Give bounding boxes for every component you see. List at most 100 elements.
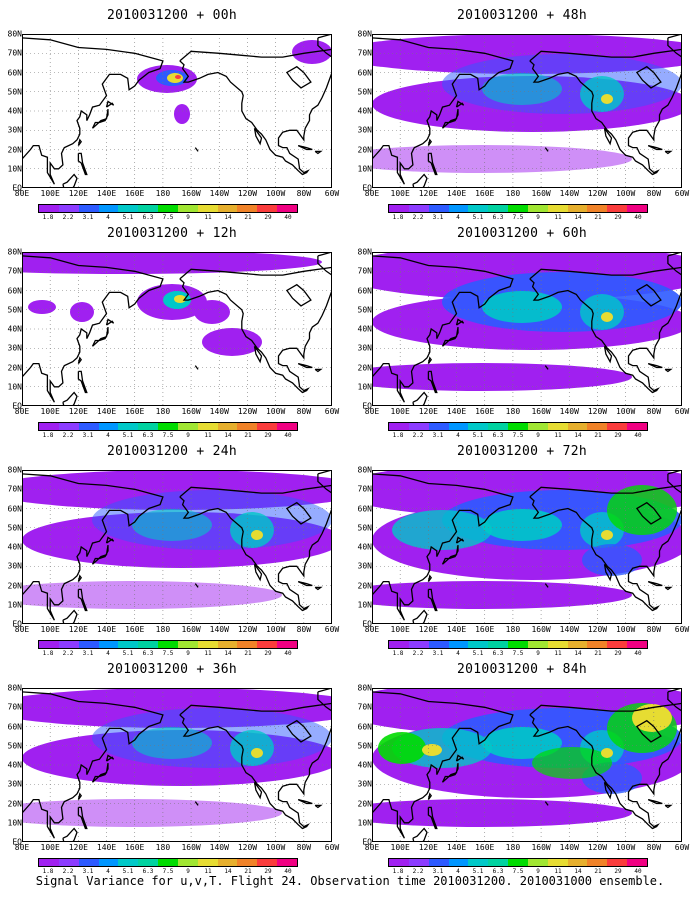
longitude-label: 120E — [68, 843, 88, 852]
colorbar-label: 6.3 — [142, 214, 154, 221]
longitude-label: 100E — [390, 189, 410, 198]
colorbar-swatch — [98, 423, 119, 430]
colorbar-labels: 1.8 2.2 3.1 4 5.1 6.3 7.5 9 11 14 21 29 40 — [388, 650, 648, 659]
colorbar-swatch — [389, 859, 409, 866]
colorbar-swatch — [237, 205, 258, 212]
colorbar-label: 11 — [204, 868, 212, 875]
coastline — [371, 255, 514, 403]
variance-fill — [332, 244, 700, 391]
variance-fill — [0, 250, 322, 356]
latitude-label: 10N — [7, 818, 22, 828]
latitude-label: 50N — [357, 741, 372, 751]
longitude-label: 180 — [505, 407, 521, 416]
colorbar-labels: 1.8 2.2 3.1 4 5.1 6.3 7.5 9 11 14 21 29 40 — [388, 432, 648, 441]
coastline — [285, 719, 312, 743]
latitude-label: 30N — [7, 561, 22, 571]
map-panel: 2010031200 + 00h 80N 70N 60N 50N 40N 30N 20N 10N… — [2, 8, 342, 223]
coastline — [194, 583, 199, 588]
latitude-label: EQ — [12, 837, 22, 847]
variance-contour — [230, 730, 274, 766]
colorbar-swatch — [468, 423, 489, 430]
coastline — [91, 544, 109, 565]
variance-contour — [532, 747, 612, 779]
coastline — [371, 37, 514, 185]
colorbar-label: 40 — [634, 432, 642, 439]
colorbar-label: 21 — [244, 868, 252, 875]
map-panel: 2010031200 + 48h 80N 70N 60N 50N 40N 30N 20N 10N… — [332, 8, 700, 223]
colorbar-label: 3.1 — [432, 650, 444, 657]
longitude-label: 140E — [446, 843, 467, 852]
colorbar-swatch — [197, 205, 218, 212]
colorbar-swatch — [567, 859, 588, 866]
longitude-label: 160E — [125, 625, 145, 634]
colorbar-swatch — [98, 641, 119, 648]
colorbar-label: 3.1 — [432, 432, 444, 439]
longitude-label: 80W — [296, 625, 312, 634]
longitude-label: 180 — [155, 843, 171, 852]
coastline — [635, 719, 662, 743]
longitude-label: 100W — [265, 189, 286, 198]
longitude-label: 140W — [209, 625, 229, 634]
latitude-label: 40N — [7, 760, 22, 770]
colorbar-swatch — [118, 423, 139, 430]
longitude-label: 120W — [587, 407, 608, 416]
colorbar-label: 6.3 — [142, 432, 154, 439]
map-panel: 2010031200 + 84h 80N 70N 60N 50N 40N 30N 20N 10N… — [332, 662, 700, 877]
coastline — [194, 801, 199, 806]
map-panel: 2010031200 + 36h 80N 70N 60N 50N 40N 30N 20N 10N… — [0, 662, 367, 877]
latitude-label: 30N — [357, 125, 372, 135]
latitude-label: 50N — [7, 305, 22, 315]
latitude-label: 70N — [357, 484, 372, 494]
variance-map — [332, 680, 700, 845]
colorbar-label: 14 — [574, 432, 582, 439]
variance-contour — [332, 363, 632, 391]
coastline — [603, 563, 613, 582]
colorbar-label: 21 — [594, 432, 602, 439]
panel-title: 2010031200 + 00h — [106, 8, 238, 23]
colorbar-label: 4 — [456, 868, 460, 875]
colorbar — [388, 422, 648, 431]
colorbar-swatch — [508, 205, 528, 212]
colorbar-swatch — [217, 423, 238, 430]
colorbar-swatch — [257, 641, 278, 648]
longitude-label: 120E — [418, 189, 438, 198]
coastline — [194, 365, 199, 370]
colorbar-label: 2.2 — [62, 214, 74, 221]
colorbar-swatch — [389, 423, 409, 430]
colorbar-swatch — [428, 423, 449, 430]
colorbar-swatch — [138, 205, 159, 212]
latitude-label: 40N — [357, 106, 372, 116]
latitude-label: EQ — [362, 619, 372, 629]
longitude-label: 80E — [364, 843, 380, 852]
colorbar-swatch — [508, 423, 528, 430]
colorbar-swatch — [488, 859, 509, 866]
longitude-label: 120W — [237, 843, 258, 852]
colorbar-label: 4 — [106, 432, 110, 439]
variance-contour — [70, 302, 94, 322]
colorbar-label: 7.5 — [162, 214, 174, 221]
map-frame — [372, 252, 682, 406]
latitude-label: 20N — [357, 363, 372, 372]
colorbar-swatch — [118, 641, 139, 648]
coastline — [21, 473, 164, 621]
latitude-label: 70N — [7, 702, 22, 712]
latitude-label: 50N — [357, 87, 372, 97]
colorbar-label: 21 — [594, 214, 602, 221]
colorbar-swatch — [177, 423, 198, 430]
variance-contour — [230, 512, 274, 548]
colorbar-label: 29 — [264, 650, 272, 657]
latitude-label: 10N — [357, 600, 372, 610]
colorbar-swatch — [98, 205, 119, 212]
latitude-label: 50N — [357, 523, 372, 533]
colorbar-swatch — [547, 641, 568, 648]
longitude-label: 80W — [646, 843, 662, 852]
colorbar-swatch — [527, 423, 548, 430]
longitude-label: 120W — [237, 407, 258, 416]
colorbar-swatch — [277, 859, 297, 866]
coastline — [77, 370, 88, 394]
map-frame — [372, 688, 682, 842]
coastline — [427, 806, 438, 830]
colorbar — [38, 858, 298, 867]
colorbar-label: 21 — [244, 214, 252, 221]
longitude-label: 160W — [181, 843, 201, 852]
